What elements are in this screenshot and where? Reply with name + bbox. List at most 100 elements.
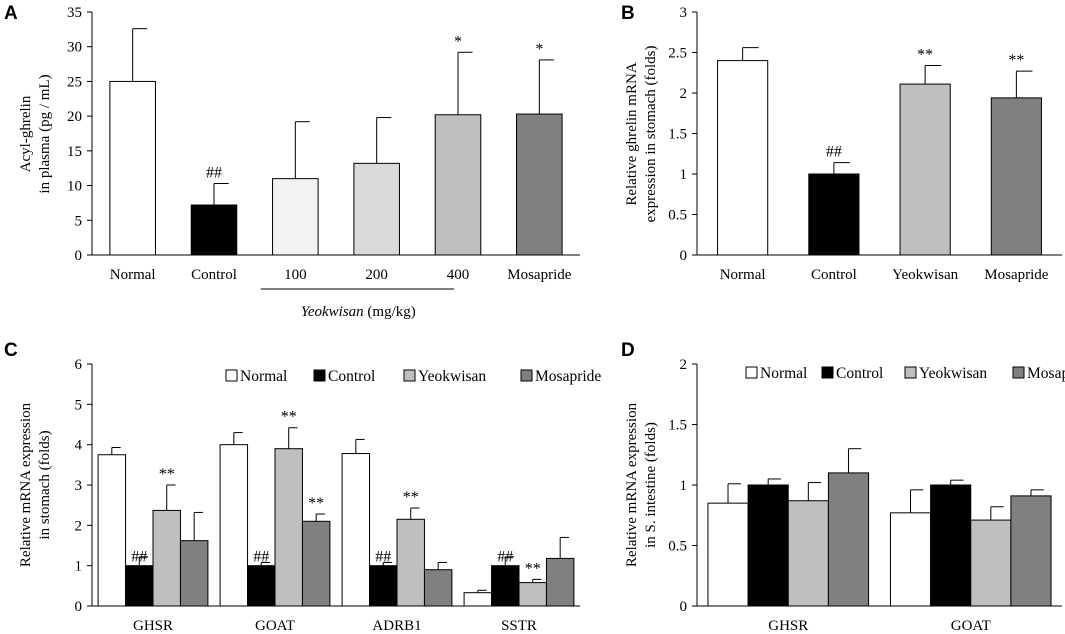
panel-letter: A — [4, 3, 18, 24]
y-axis-label: expression in stomach (folds) — [643, 45, 659, 222]
x-tick-label: 200 — [365, 267, 388, 283]
legend-label: Normal — [240, 368, 287, 385]
x-tick-label: Normal — [720, 267, 766, 283]
y-axis-label: in S. intestine (folds) — [643, 422, 659, 548]
bar — [545, 557, 575, 607]
y-axis-label: Relative mRNA expression — [18, 402, 34, 567]
y-tick-label: 2 — [75, 518, 83, 534]
y-tick-label: 1 — [680, 478, 688, 494]
legend-swatch — [313, 369, 326, 382]
bar — [491, 565, 520, 607]
y-axis-label: in plasma (pg / mL) — [37, 74, 53, 193]
y-tick-label: 15 — [67, 144, 82, 160]
legend-swatch — [403, 369, 416, 382]
y-axis-label: Acyl-ghrelin — [18, 95, 34, 172]
bar — [808, 173, 860, 256]
bar — [970, 519, 1012, 607]
y-tick-label: 25 — [67, 74, 82, 90]
bar — [396, 518, 425, 607]
legend-label: Mosapride — [1027, 365, 1065, 382]
legend-swatch — [225, 369, 238, 382]
significance-marker: ## — [826, 144, 842, 161]
significance-marker: ** — [1008, 52, 1024, 69]
y-tick-label: 3 — [680, 5, 688, 21]
y-tick-label: 0 — [75, 599, 83, 615]
y-axis-label: Relative mRNA expression — [624, 402, 640, 567]
bar — [707, 502, 749, 607]
x-tick-label: ADRB1 — [372, 618, 421, 634]
y-tick-label: 30 — [67, 40, 82, 56]
y-tick-label: 20 — [67, 109, 82, 125]
bar — [109, 80, 156, 256]
bar — [97, 454, 127, 607]
legend-label: Mosapride — [535, 368, 601, 385]
bar — [274, 448, 303, 607]
group-label-italic: Yeokwisan — [301, 304, 364, 320]
y-tick-label: 3 — [75, 478, 83, 494]
significance-marker: * — [535, 41, 543, 58]
x-tick-label: Yeokwisan — [892, 267, 958, 283]
x-tick-label: Mosapride — [984, 267, 1048, 283]
bar — [787, 500, 829, 607]
x-tick-label: GHSR — [133, 618, 173, 634]
x-tick-label: Normal — [110, 267, 156, 283]
panel-b: 0 0.5 1 1.5 2 2.5 3 Relative ghrelin mRNA expres… — [621, 3, 1062, 283]
bar — [889, 512, 932, 607]
bar — [341, 453, 371, 607]
y-tick-label: 4 — [75, 438, 83, 454]
legend-swatch — [1012, 366, 1025, 379]
panel-letter: B — [621, 3, 635, 24]
y-tick-label: 2.5 — [668, 46, 687, 62]
y-tick-label: 0.5 — [668, 539, 687, 555]
bar — [301, 520, 331, 607]
legend-label: Normal — [760, 365, 807, 382]
y-tick-label: 1.5 — [668, 127, 687, 143]
legend-swatch — [904, 366, 917, 379]
significance-marker: ## — [131, 549, 147, 566]
y-tick-label: 1 — [680, 167, 688, 183]
significance-marker: ** — [159, 466, 175, 483]
y-tick-label: 0 — [75, 248, 83, 264]
panel-c: 0 1 2 3 4 5 6 Relative mRNA expression in stomac… — [4, 340, 601, 634]
legend-swatch — [821, 366, 834, 379]
x-tick-label: Control — [191, 267, 237, 283]
bar — [190, 204, 238, 256]
legend-label: Control — [328, 368, 375, 385]
y-tick-label: 0 — [680, 599, 688, 615]
y-tick-label: 1 — [75, 559, 83, 575]
y-tick-label: 2 — [680, 86, 688, 102]
panel-letter: C — [4, 340, 18, 361]
y-tick-label: 0.5 — [668, 208, 687, 224]
significance-marker: ** — [917, 46, 933, 63]
significance-marker: ** — [525, 560, 541, 577]
significance-marker: ** — [308, 495, 324, 512]
legend-swatch — [520, 369, 533, 382]
panel-d: 0 0.5 1 1.5 2 Relative mRNA expression in S. i… — [621, 340, 1065, 634]
x-tick-label: GHSR — [768, 618, 808, 634]
y-axis-label: Relative ghrelin mRNA — [624, 62, 640, 205]
bar — [899, 83, 951, 256]
x-tick-label: 400 — [447, 267, 470, 283]
significance-marker: ** — [281, 409, 297, 426]
y-tick-label: 35 — [67, 5, 82, 21]
bar — [463, 592, 493, 607]
bar — [423, 569, 453, 607]
bar — [179, 540, 209, 607]
bar — [272, 178, 319, 256]
y-tick-label: 6 — [75, 357, 83, 373]
bar — [434, 114, 482, 256]
x-tick-label: 100 — [284, 267, 307, 283]
group-label: Yeokwisan (mg/kg) — [301, 304, 416, 320]
group-label-units: (mg/kg) — [364, 304, 416, 320]
x-tick-label: Control — [811, 267, 857, 283]
y-axis-label: in stomach (folds) — [37, 430, 53, 539]
y-tick-label: 10 — [67, 179, 82, 195]
x-tick-label: GOAT — [951, 618, 991, 634]
x-tick-label: Mosapride — [507, 267, 571, 283]
panel-letter: D — [621, 340, 635, 361]
significance-marker: ** — [403, 489, 419, 506]
y-tick-label: 5 — [75, 397, 83, 413]
bar — [1010, 495, 1052, 607]
bar — [930, 484, 972, 607]
bar — [353, 162, 400, 256]
